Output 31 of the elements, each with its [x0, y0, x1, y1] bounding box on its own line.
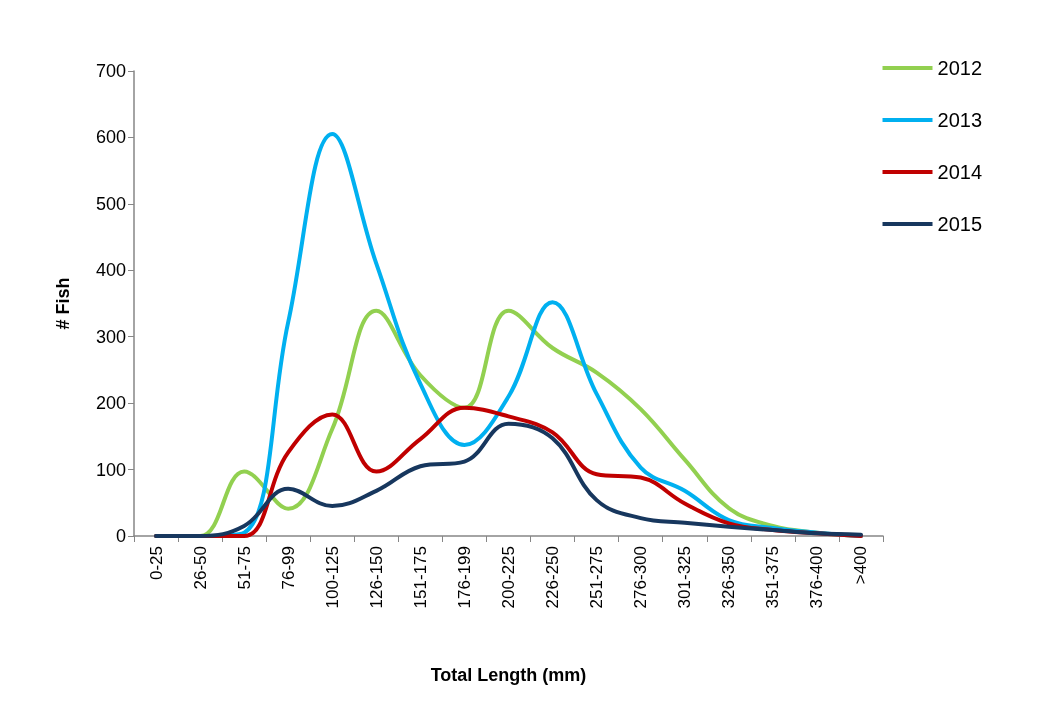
x-tick-label: 51-75 [234, 546, 254, 590]
y-tick-label: 600 [95, 127, 126, 148]
legend-label: 2013 [937, 109, 983, 131]
y-tick-label: 100 [95, 459, 126, 480]
y-tick-label: 400 [95, 260, 126, 281]
x-axis-title: Total Length (mm) [430, 665, 587, 685]
x-tick-label: 26-50 [190, 546, 210, 590]
legend-label: 2015 [937, 213, 983, 235]
x-tick-label: 251-275 [587, 546, 607, 609]
x-tick-label: 126-150 [366, 546, 386, 609]
y-tick-label: 700 [95, 61, 126, 81]
legend-label: 2014 [937, 161, 983, 183]
y-tick-label: 300 [95, 326, 126, 347]
x-tick-label: 376-400 [807, 546, 827, 609]
x-tick-label: 151-175 [410, 546, 430, 609]
y-tick-label: 200 [95, 393, 126, 414]
legend-label: 2012 [937, 57, 983, 79]
x-tick-label: 326-350 [719, 546, 739, 609]
y-tick-label: 500 [95, 193, 126, 214]
y-tick-label: 0 [115, 526, 126, 546]
x-tick-label: 200-225 [499, 546, 518, 609]
x-tick-label: 76-99 [278, 546, 298, 590]
x-tick-label: 276-300 [631, 546, 651, 609]
x-tick-label: 100-125 [322, 546, 342, 609]
x-tick-label: >400 [851, 546, 871, 585]
y-axis-title: # Fish [53, 277, 73, 330]
x-tick-label: 0-25 [146, 546, 166, 581]
x-tick-label: 226-250 [543, 546, 563, 609]
x-tick-label: 301-325 [675, 546, 695, 609]
x-tick-label: 176-199 [454, 546, 474, 609]
x-tick-label: 351-375 [763, 546, 783, 609]
